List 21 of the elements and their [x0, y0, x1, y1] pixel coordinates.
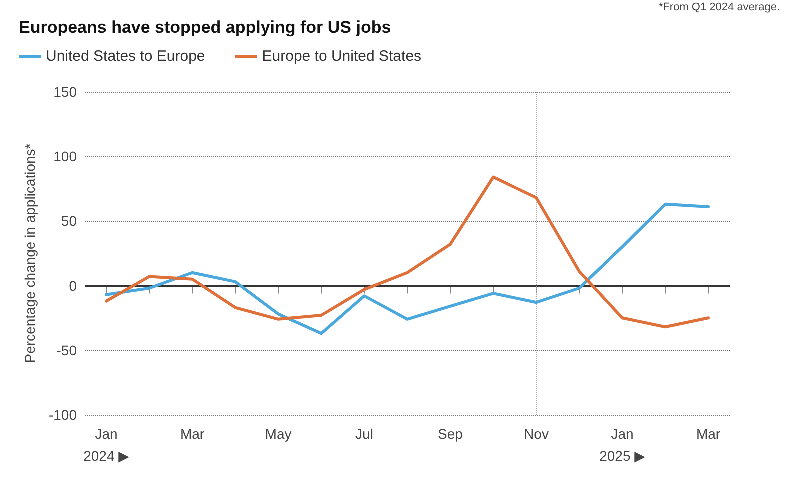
line-series	[105, 202, 710, 336]
x-tick-label: Mar	[696, 426, 721, 442]
x-tick-label: Jan 2024 ▶	[84, 426, 130, 464]
x-tick-label: Sep	[438, 426, 464, 442]
chart-title: Europeans have stopped applying for US jobs	[19, 18, 392, 37]
y-tick-label: -100	[48, 407, 78, 423]
x-tick-label: Nov	[524, 426, 549, 442]
text: *From Q1 2024 average.	[658, 2, 780, 14]
x-tick-label: May	[265, 426, 292, 442]
y-tick-label: 150	[54, 84, 78, 100]
legend-label: United States to Europe	[46, 48, 206, 65]
y-tick-label: 0	[69, 278, 78, 294]
y-tick-label: -50	[56, 342, 78, 358]
line-series	[105, 176, 710, 329]
y-axis-title: Percentage change in applications*	[22, 143, 38, 364]
y-tick-label: 50	[61, 213, 78, 230]
y-tick-label: 100	[54, 148, 78, 165]
x-tick-label: Jan 2025 ▶	[600, 426, 646, 464]
legend-label: Europe to United States	[262, 48, 422, 65]
x-tick-label: Mar	[180, 426, 205, 442]
x-tick-label: Jul	[356, 426, 374, 442]
